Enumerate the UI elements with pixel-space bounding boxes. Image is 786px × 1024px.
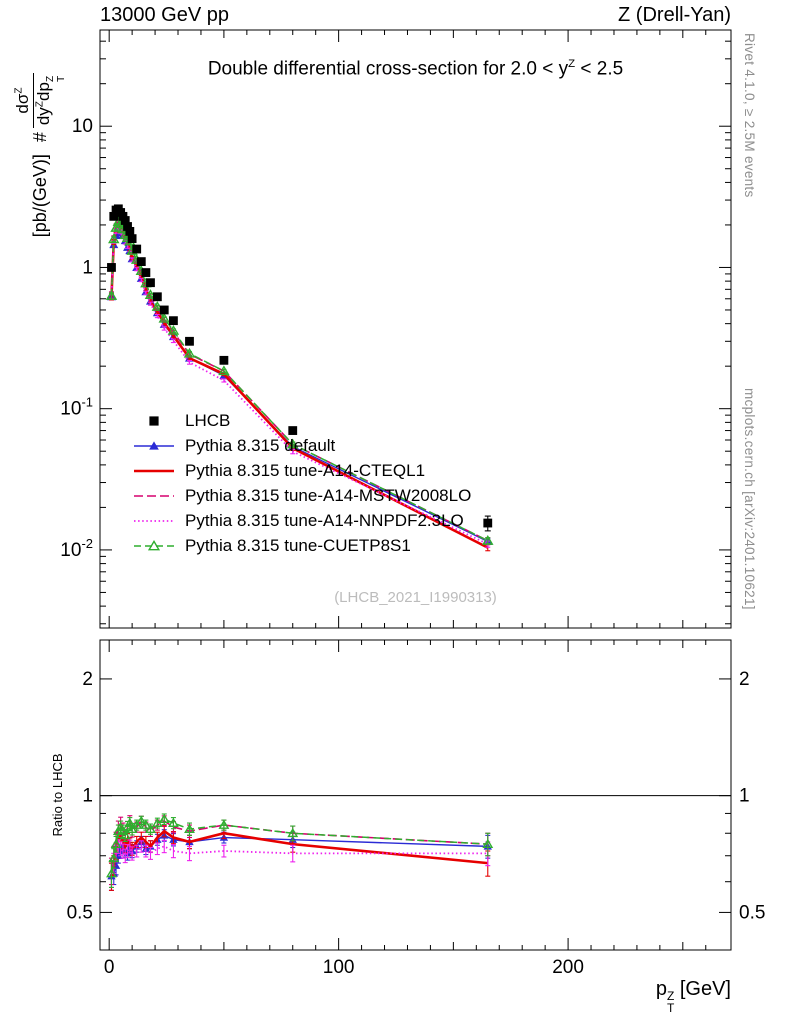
legend-item-0: LHCB: [132, 408, 471, 433]
y-axis-formula: # dσZ dyZdp Z T: [13, 72, 67, 143]
legend-item-1: Pythia 8.315 default: [132, 433, 471, 458]
analysis-watermark: (LHCB_2021_I1990313): [334, 589, 497, 606]
legend-marker-icon: [149, 415, 159, 426]
svg-text:200: 200: [552, 957, 584, 978]
fraction-denominator: dyZdp Z T: [32, 72, 67, 129]
y-axis-label: [pb/(GeV)] # dσZ dyZdp Z T: [8, 20, 72, 290]
y-axis-units: [pb/(GeV)]: [29, 154, 50, 238]
svg-text:10-1: 10-1: [60, 395, 93, 420]
plot-title-sup: Z: [568, 58, 576, 70]
svg-text:0: 0: [104, 957, 115, 978]
svg-text:0.5: 0.5: [67, 902, 93, 923]
svg-text:2: 2: [739, 669, 750, 690]
process-info: Z (Drell-Yan): [618, 4, 731, 26]
mcplots-arxiv-note: mcplots.cern.ch [arXiv:2401.10621]: [742, 388, 757, 610]
legend-label: Pythia 8.315 tune-A14-CTEQL1: [185, 460, 426, 480]
legend-label: Pythia 8.315 tune-CUETP8S1: [185, 535, 411, 555]
hash-symbol: #: [29, 132, 50, 143]
legend-item-5: Pythia 8.315 tune-CUETP8S1: [132, 533, 471, 558]
fraction-numerator: dσZ: [13, 87, 33, 114]
legend-label: Pythia 8.315 default: [185, 435, 336, 455]
svg-text:1: 1: [82, 257, 93, 278]
svg-text:100: 100: [323, 957, 355, 978]
series-lhcb: [107, 204, 493, 532]
legend-marker-icon: [134, 539, 174, 550]
series-pythia-8-315-default: [106, 226, 493, 891]
plot-title: Double differential cross-section for 2.…: [100, 58, 731, 80]
legend-label: Pythia 8.315 tune-A14-MSTW2008LO: [185, 485, 472, 505]
legend-label: Pythia 8.315 tune-A14-NNPDF2.3LO: [185, 510, 464, 530]
beam-info: 13000 GeV pp: [100, 4, 229, 26]
legend-item-2: Pythia 8.315 tune-A14-CTEQL1: [132, 458, 471, 483]
legend-marker-icon: [134, 519, 174, 522]
header-row: 13000 GeV pp Z (Drell-Yan): [100, 4, 731, 27]
legend-item-3: Pythia 8.315 tune-A14-MSTW2008LO: [132, 483, 471, 508]
tick-labels: 0 100 200 10 1 10-1 10-2 2 2 1 1 0.5 0.5: [60, 116, 765, 978]
ratio-y-axis-label: Ratio to LHCB: [50, 753, 65, 837]
legend-marker-icon: [134, 440, 174, 450]
svg-text:0.5: 0.5: [739, 902, 765, 923]
legend-label: LHCB: [185, 410, 231, 430]
fraction: dσZ dyZdp Z T: [13, 72, 67, 129]
plot-title-text: Double differential cross-section for 2.…: [207, 58, 569, 80]
axes: [99, 29, 732, 951]
legend: LHCB Pythia 8.315 default Pythia 8.315 tun…: [132, 408, 471, 558]
rivet-version-note: Rivet 4.1.0, ≥ 2.5M events: [742, 33, 757, 198]
svg-text:2: 2: [82, 669, 93, 690]
svg-text:1: 1: [82, 786, 93, 807]
svg-text:10-2: 10-2: [60, 536, 93, 561]
legend-item-4: Pythia 8.315 tune-A14-NNPDF2.3LO: [132, 508, 471, 533]
plot-title-text-2: < 2.5: [575, 58, 624, 80]
legend-marker-icon: [134, 469, 174, 472]
svg-text:1: 1: [739, 786, 750, 807]
legend-marker-icon: [134, 494, 174, 497]
svg-text:10: 10: [72, 116, 93, 137]
